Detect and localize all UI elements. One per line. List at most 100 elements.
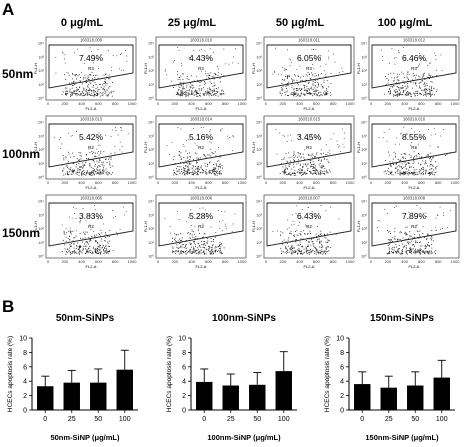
event-dot [301,88,303,90]
event-dot-sparse [234,213,236,215]
event-dot-sparse [436,69,437,71]
event-dot [94,79,96,81]
event-dot [190,243,191,245]
event-dot-sparse [183,146,185,147]
event-dot [299,171,301,173]
event-dot [294,92,295,94]
event-dot-sparse [61,143,63,145]
event-dot [93,92,95,94]
x-tick-label: 50 [253,416,261,423]
event-dot [293,157,295,158]
event-dot-sparse [91,54,93,56]
event-dot [187,170,189,172]
event-dot [110,173,112,175]
event-dot-sparse [341,67,343,69]
event-dot-sparse [304,234,306,235]
event-dot-sparse [235,48,237,50]
event-dot [215,168,216,170]
event-dot [88,239,90,241]
y-tick-label: 10⁰ [256,254,262,259]
event-dot [66,165,68,167]
x-tick-label: 1000 [346,180,356,185]
event-dot-sparse [417,231,419,233]
event-dot [430,88,432,90]
event-dot [417,237,418,238]
event-dot [211,152,213,153]
event-dot [191,173,193,175]
event-dot [200,172,202,174]
event-dot [402,92,404,93]
x-tick-label: 800 [330,101,337,106]
event-dot [318,160,319,161]
event-dot [173,84,175,86]
event-dot [101,163,103,165]
event-dot [206,173,208,175]
event-dot [424,92,426,93]
event-dot [412,79,413,81]
event-dot [285,167,287,169]
event-dot [291,93,292,95]
event-dot [195,251,196,253]
event-dot [67,90,69,92]
event-dot [216,91,218,92]
event-dot [189,156,191,158]
event-dot [413,174,415,176]
event-dot [415,154,417,156]
event-dot [214,169,216,170]
event-dot [426,238,428,240]
event-dot [80,251,82,253]
event-dot [392,85,394,87]
event-dot [89,94,91,95]
event-dot [92,251,93,253]
event-dot [221,253,223,255]
event-dot [177,74,179,76]
y-tick-label: 2 [182,393,186,400]
y-tick-label: 2 [23,393,27,400]
event-dot [83,165,85,167]
event-dot [411,172,413,174]
event-dot [422,166,424,168]
event-dot [389,239,391,241]
event-dot [200,167,202,169]
event-dot-sparse [119,141,121,143]
event-dot [397,79,399,81]
event-dot [287,250,289,251]
event-dot [70,94,72,95]
event-dot [180,89,182,91]
event-dot [219,172,221,174]
event-dot-sparse [111,66,112,68]
event-dot [292,251,294,253]
event-dot [199,94,201,96]
event-dot [293,94,294,96]
event-dot-sparse [192,128,194,129]
event-dot [81,174,83,176]
event-dot [401,243,403,245]
event-dot [216,160,218,162]
event-dot [69,243,71,245]
event-dot-sparse [377,230,379,232]
event-dot [78,91,80,92]
event-dot [69,230,71,232]
event-dot [323,158,325,160]
event-dot [295,241,297,243]
event-dot [193,231,195,233]
event-dot [395,91,396,93]
event-dot [189,152,191,154]
event-dot [328,162,330,163]
event-dot [76,171,78,173]
event-dot [415,240,417,242]
event-dot [289,241,291,243]
event-dot [177,234,179,236]
event-dot [73,171,75,173]
event-dot [392,237,394,239]
event-dot [188,173,190,174]
event-dot [76,90,78,91]
event-dot [324,168,326,170]
event-dot [78,94,80,96]
event-dot [416,174,418,176]
event-dot [213,239,214,240]
event-dot [189,85,191,87]
event-dot [419,170,421,172]
event-dot [183,94,185,95]
event-dot [185,241,187,243]
